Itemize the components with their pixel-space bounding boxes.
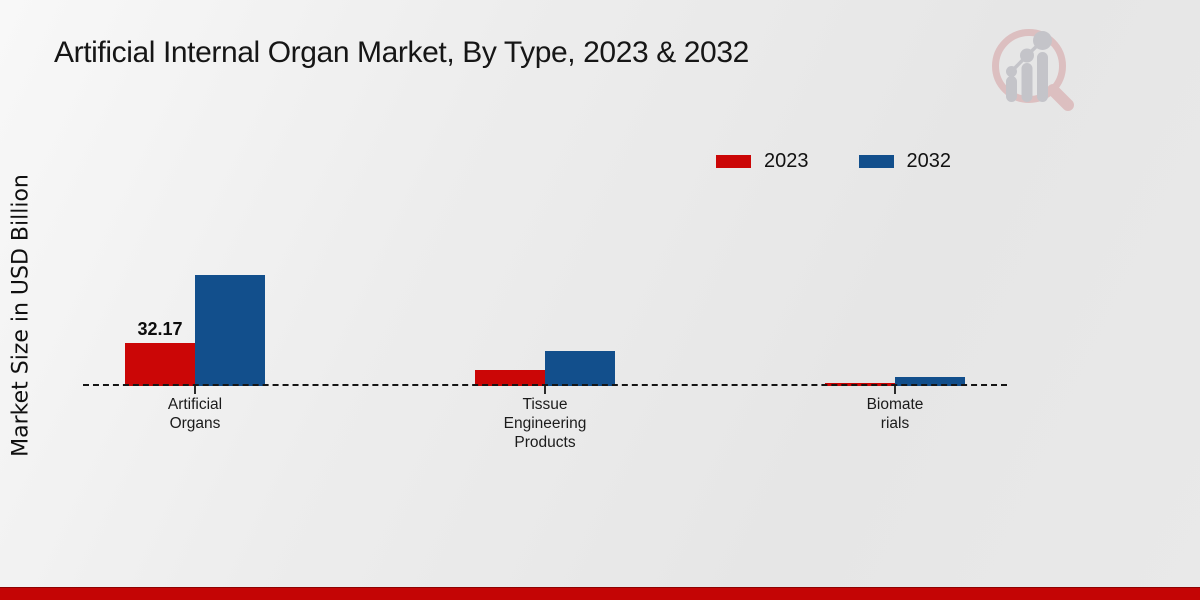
logo-node-icon: [1020, 48, 1034, 63]
x-tick-label-3: Biomate rials: [866, 396, 924, 432]
x-tick-3: [894, 386, 896, 394]
chart-title: Artificial Internal Organ Market, By Typ…: [54, 36, 749, 69]
x-tick-label-1: Artificial Organs: [167, 396, 223, 432]
footer-band: [0, 587, 1200, 600]
x-tick-2: [544, 386, 546, 394]
bar-2032-3: [895, 377, 965, 386]
logo-bar-medium: [1021, 63, 1033, 102]
legend-label-2032: 2032: [906, 150, 952, 172]
bar-2023-2: [475, 369, 545, 386]
legend: 2023 2032: [716, 150, 951, 173]
bar-value-label-1: 32.17: [137, 319, 183, 339]
legend-item-2032: 2032: [858, 150, 952, 173]
logo-node-icon: [1033, 31, 1052, 50]
bar-2032-2: [545, 350, 615, 386]
legend-swatch-2032: [858, 155, 894, 168]
x-tick-1: [194, 386, 196, 394]
legend-item-2023: 2023: [716, 150, 809, 173]
x-axis-baseline: [83, 384, 1007, 386]
logo-bar-small: [1006, 76, 1017, 102]
logo-bar-tall: [1037, 52, 1048, 102]
logo-node-icon: [1006, 66, 1017, 77]
legend-swatch-2023: [716, 155, 751, 168]
bar-2032-1: [195, 275, 265, 386]
bar-2023-1: [125, 343, 195, 386]
market-research-magnifier-logo: [992, 29, 1074, 111]
x-tick-label-2: Tissue Engineering Products: [503, 396, 587, 451]
magnifier-handle-icon: [1047, 84, 1074, 111]
legend-label-2023: 2023: [764, 150, 809, 172]
